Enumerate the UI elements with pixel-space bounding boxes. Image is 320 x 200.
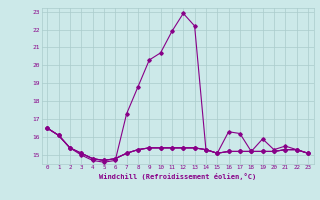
- X-axis label: Windchill (Refroidissement éolien,°C): Windchill (Refroidissement éolien,°C): [99, 173, 256, 180]
